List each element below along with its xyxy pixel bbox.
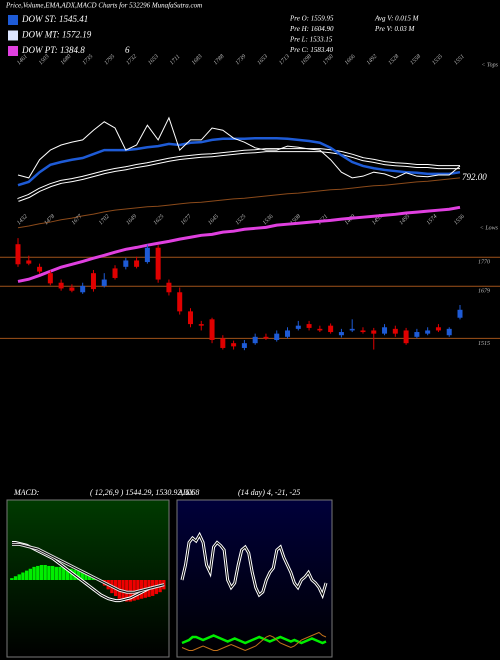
legend-label: DOW MT: 1572.19: [21, 30, 92, 40]
histogram-bar: [88, 574, 92, 580]
ema-line: [17, 205, 461, 283]
histogram-bar: [39, 565, 44, 580]
adx-line: [181, 634, 327, 645]
candle-body: [166, 282, 172, 293]
candle-body: [80, 285, 86, 293]
macd-line-core: [12, 542, 165, 602]
candle-body: [414, 332, 420, 337]
histogram-bar: [69, 568, 73, 580]
candle-body: [26, 260, 32, 264]
candle-body: [338, 332, 344, 336]
histogram-bar: [62, 567, 66, 580]
candle-body: [187, 311, 193, 325]
info-text: Pre V: 0.03 M: [374, 25, 415, 33]
candle-body: [144, 247, 150, 263]
line: [17, 116, 461, 179]
line: [17, 136, 461, 187]
candle-body: [317, 328, 323, 331]
candle-body: [285, 330, 291, 337]
candle-body: [69, 287, 75, 291]
candle-body: [241, 343, 247, 348]
y-tick-label: 1515: [478, 341, 490, 347]
legend-label: DOW ST: 1545.41: [21, 14, 88, 24]
histogram-bar: [28, 568, 33, 580]
histogram-bar: [32, 566, 36, 580]
panel-title: ADX: [177, 488, 195, 497]
histogram-bar: [84, 572, 88, 580]
candle-body: [360, 330, 366, 333]
adx-line: [181, 631, 327, 652]
info-text: Avg V: 0.015 M: [374, 15, 420, 23]
band-line-core: [17, 149, 460, 201]
lows-label: < Lows: [480, 225, 499, 231]
histogram-bar: [58, 566, 62, 580]
candle-body: [274, 333, 280, 340]
histogram-bar: [47, 565, 51, 580]
candle-body: [392, 328, 398, 334]
candle-body: [349, 328, 355, 331]
histogram-bar: [36, 565, 40, 580]
legend-swatch: [8, 30, 18, 41]
candle-body: [263, 336, 269, 339]
legend-swatch: [8, 15, 18, 25]
candle-body: [425, 330, 431, 334]
info-text: Pre O: 1559.95: [289, 15, 334, 23]
panel-subtitle: ( 12,26,9 ) 1544.29, 1530.92, 6.68: [90, 488, 199, 497]
histogram-bar: [65, 568, 70, 580]
tops-label: < Tops: [481, 62, 498, 68]
candle-body: [47, 273, 53, 284]
candle-body: [328, 325, 334, 333]
histogram-bar: [21, 572, 25, 580]
candle-body: [457, 309, 463, 318]
candle-body: [90, 273, 96, 290]
candle-body: [209, 319, 215, 340]
histogram-bar: [13, 576, 18, 580]
candle-body: [382, 327, 388, 334]
candle-body: [435, 327, 441, 331]
candle-body: [306, 324, 312, 328]
candle-body: [112, 268, 118, 278]
histogram-bar: [17, 574, 21, 580]
candle-body: [446, 328, 452, 336]
histogram-bar: [50, 565, 55, 580]
candle-body: [220, 338, 226, 348]
y-tick-label: 1679: [478, 289, 490, 295]
y-tick-label: 1770: [478, 260, 490, 266]
y-tick-label: 792.00: [462, 172, 487, 182]
histogram-bar: [43, 565, 47, 580]
candle-body: [123, 260, 129, 267]
candle-body: [58, 282, 64, 289]
candle-body: [134, 260, 140, 267]
legend-note: 6: [125, 45, 130, 55]
candle-body: [198, 324, 204, 326]
histogram-bar: [54, 566, 58, 580]
histogram-bar: [24, 570, 29, 580]
candle-body: [155, 247, 161, 280]
info-text: Pre H: 1604.90: [289, 25, 334, 33]
histogram-bar: [76, 570, 81, 580]
candle-body: [295, 325, 301, 329]
di-line-core: [181, 533, 327, 597]
histogram-bar: [132, 580, 136, 601]
candle-body: [371, 330, 377, 334]
info-text: Pre C: 1583.40: [289, 46, 334, 54]
candle-body: [37, 266, 43, 272]
macd-line-core: [12, 543, 165, 593]
legend-label: DOW PT: 1384.8: [21, 45, 85, 55]
page-title: Price,Volume,EMA,ADX,MACD Charts for 532…: [5, 2, 202, 10]
legend-swatch: [8, 46, 18, 56]
candle-body: [231, 343, 237, 347]
line: [17, 177, 461, 229]
info-text: Pre L: 1533.15: [289, 36, 333, 44]
panel-title: MACD:: [13, 488, 40, 497]
candle-body: [177, 292, 183, 312]
panel-subtitle: (14 day) 4, -21, -25: [238, 488, 300, 497]
candle-body: [252, 336, 258, 344]
histogram-bar: [80, 571, 84, 580]
candle-body: [101, 279, 107, 286]
histogram-bar: [10, 578, 14, 580]
candle-body: [15, 244, 21, 265]
candle-body: [403, 330, 409, 344]
